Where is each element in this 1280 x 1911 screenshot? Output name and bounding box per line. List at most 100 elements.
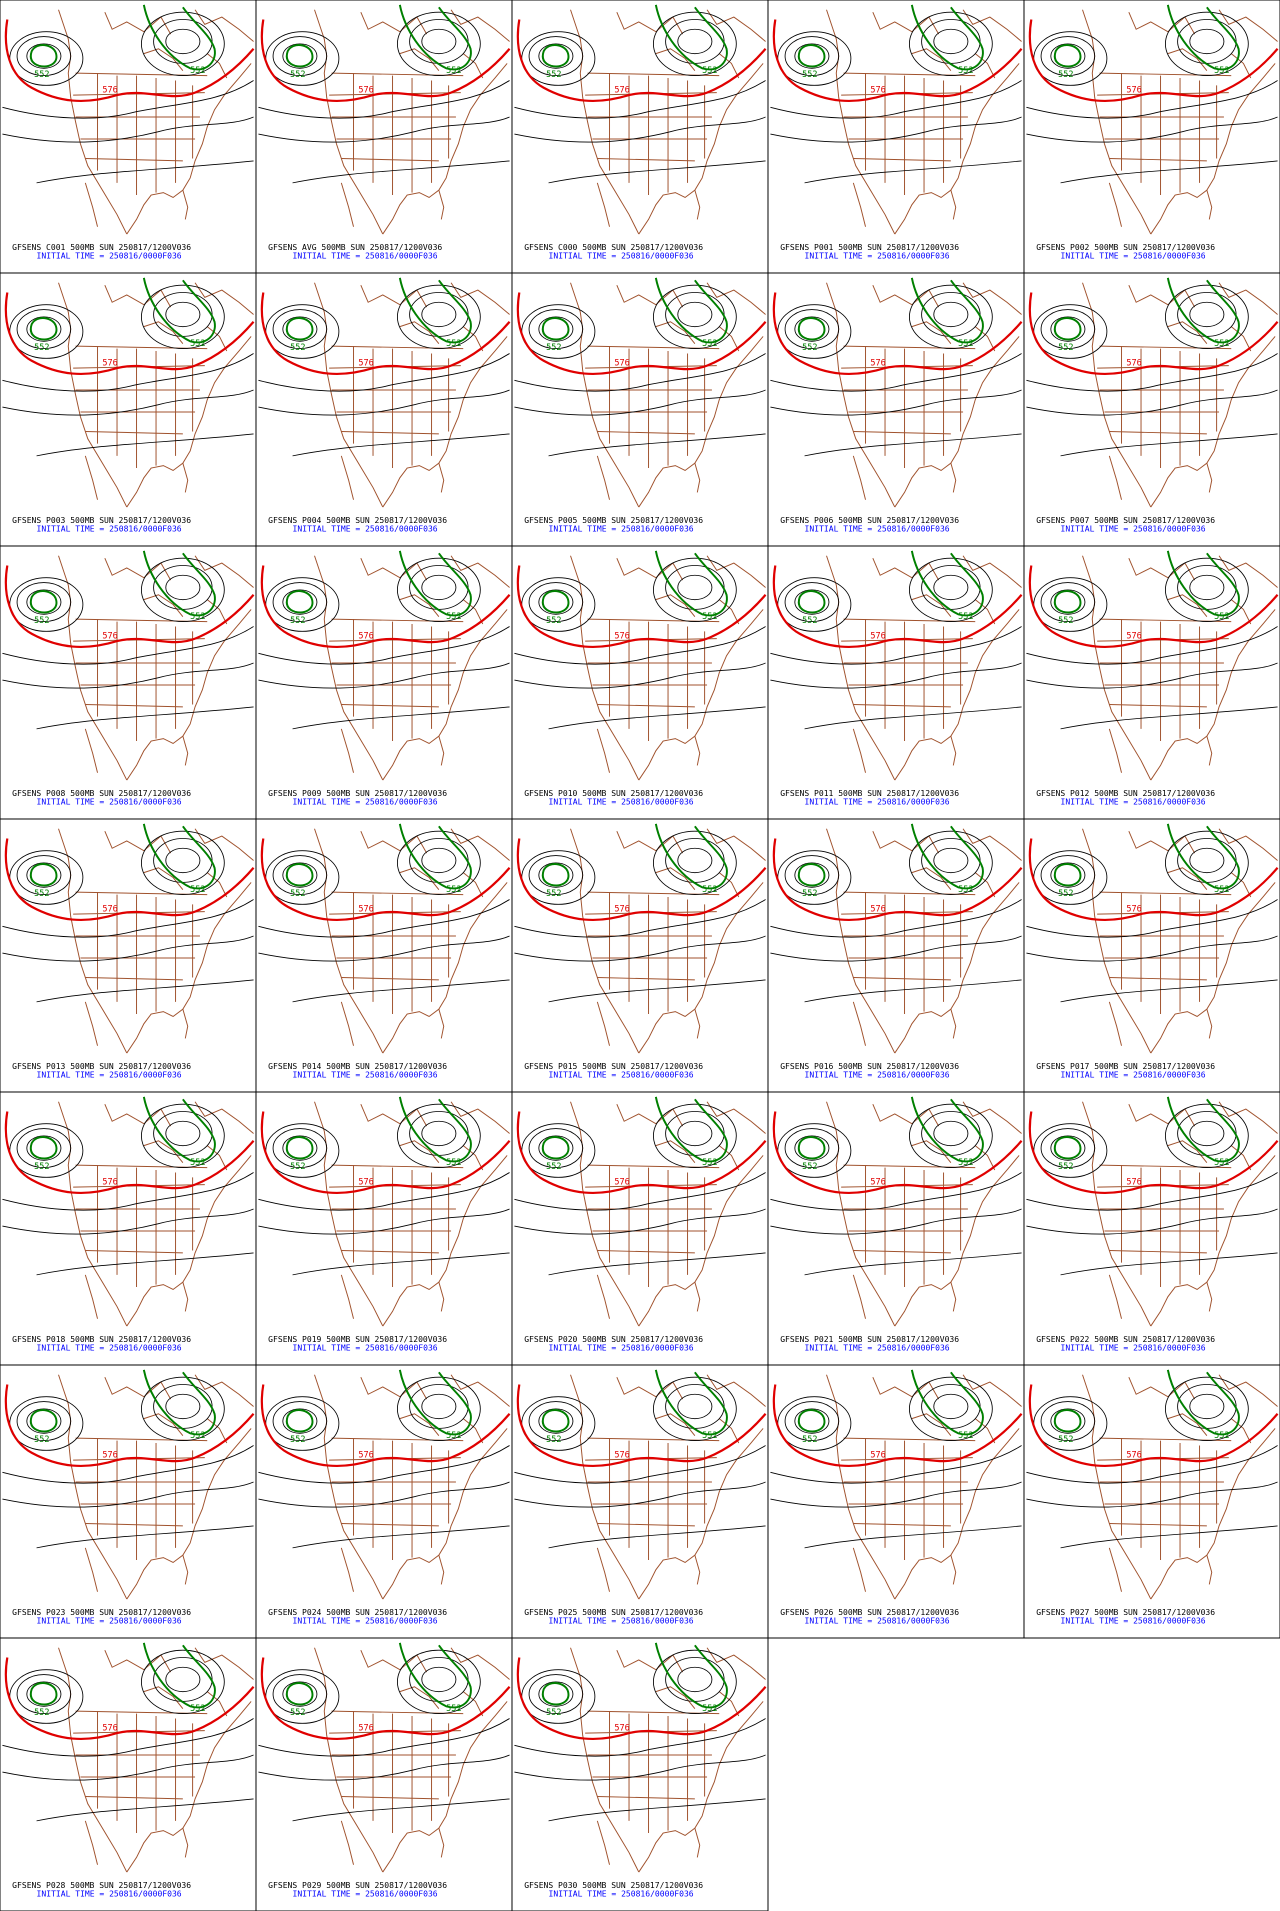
contour-label: 552 [446, 612, 461, 622]
map-panel: 552 552 576 GFSENS P012 500MB SUN 250817/12… [1023, 545, 1280, 820]
panel-title: GFSENS P002 500MB SUN 250817/1200V036 [1036, 243, 1215, 252]
contour-label: 552 [290, 1708, 305, 1718]
panel-title: GFSENS P017 500MB SUN 250817/1200V036 [1036, 1062, 1215, 1071]
panel-title: GFSENS P005 500MB SUN 250817/1200V036 [524, 516, 703, 525]
contour-label: 552 [446, 66, 461, 76]
panel-title: GFSENS P024 500MB SUN 250817/1200V036 [268, 1608, 447, 1617]
initial-time: INITIAL TIME = 250816/0000F036 [37, 1889, 182, 1898]
panel-title: GFSENS P021 500MB SUN 250817/1200V036 [780, 1335, 959, 1344]
initial-time: INITIAL TIME = 250816/0000F036 [1061, 251, 1206, 260]
contour-label: 552 [702, 612, 717, 622]
contour-label: 576 [358, 1178, 373, 1188]
initial-time: INITIAL TIME = 250816/0000F036 [805, 797, 950, 806]
contour-label: 576 [614, 86, 629, 96]
contour-label: 576 [614, 359, 629, 369]
initial-time: INITIAL TIME = 250816/0000F036 [293, 1343, 438, 1352]
contour-label: 576 [358, 1451, 373, 1461]
contour-label: 576 [102, 905, 117, 915]
contour-label: 552 [1214, 66, 1229, 76]
contour-label: 552 [702, 1431, 717, 1441]
panel-title: GFSENS P016 500MB SUN 250817/1200V036 [780, 1062, 959, 1071]
panel-title: GFSENS P010 500MB SUN 250817/1200V036 [524, 789, 703, 798]
contour-label: 552 [958, 1431, 973, 1441]
initial-time: INITIAL TIME = 250816/0000F036 [1061, 1070, 1206, 1079]
contour-label: 552 [546, 343, 561, 353]
map-panel: 552 552 576 GFSENS P015 500MB SUN 250817/12… [511, 818, 769, 1093]
map-panel: 552 552 576 GFSENS P029 500MB SUN 250817/12… [255, 1637, 513, 1911]
initial-time: INITIAL TIME = 250816/0000F036 [805, 1070, 950, 1079]
panel-title: GFSENS P027 500MB SUN 250817/1200V036 [1036, 1608, 1215, 1617]
contour-label: 552 [446, 1704, 461, 1714]
contour-label: 552 [958, 66, 973, 76]
contour-label: 552 [290, 1162, 305, 1172]
panel-title: GFSENS P022 500MB SUN 250817/1200V036 [1036, 1335, 1215, 1344]
initial-time: INITIAL TIME = 250816/0000F036 [805, 524, 950, 533]
contour-label: 576 [1126, 86, 1141, 96]
map-panel: 552 552 576 GFSENS P009 500MB SUN 250817/12… [255, 545, 513, 820]
initial-time: INITIAL TIME = 250816/0000F036 [1061, 524, 1206, 533]
contour-label: 552 [1058, 1435, 1073, 1445]
map-panel: 552 552 576 GFSENS P006 500MB SUN 250817/12… [767, 272, 1025, 547]
map-panel: 552 552 576 GFSENS C000 500MB SUN 250817/12… [511, 0, 769, 274]
contour-label: 552 [702, 66, 717, 76]
contour-label: 552 [802, 70, 817, 80]
contour-label: 576 [614, 1178, 629, 1188]
contour-label: 576 [870, 632, 885, 642]
panel-title: GFSENS P026 500MB SUN 250817/1200V036 [780, 1608, 959, 1617]
contour-label: 576 [358, 1724, 373, 1734]
initial-time: INITIAL TIME = 250816/0000F036 [549, 1070, 694, 1079]
panel-title: GFSENS P011 500MB SUN 250817/1200V036 [780, 789, 959, 798]
initial-time: INITIAL TIME = 250816/0000F036 [805, 1343, 950, 1352]
contour-label: 552 [702, 339, 717, 349]
contour-label: 552 [1058, 889, 1073, 899]
map-panel: 552 552 576 GFSENS P021 500MB SUN 250817/12… [767, 1091, 1025, 1366]
map-panel: 552 552 576 GFSENS C001 500MB SUN 250817/12… [0, 0, 257, 274]
initial-time: INITIAL TIME = 250816/0000F036 [293, 1889, 438, 1898]
contour-label: 552 [1058, 70, 1073, 80]
initial-time: INITIAL TIME = 250816/0000F036 [37, 1070, 182, 1079]
contour-label: 576 [102, 1451, 117, 1461]
contour-label: 552 [1058, 1162, 1073, 1172]
contour-label: 552 [546, 889, 561, 899]
map-panel: 552 552 576 GFSENS P028 500MB SUN 250817/12… [0, 1637, 257, 1911]
contour-label: 576 [358, 86, 373, 96]
contour-label: 576 [102, 632, 117, 642]
contour-label: 552 [290, 889, 305, 899]
contour-label: 552 [1214, 1431, 1229, 1441]
panel-title: GFSENS C000 500MB SUN 250817/1200V036 [524, 243, 703, 252]
contour-label: 552 [958, 885, 973, 895]
contour-label: 552 [190, 885, 205, 895]
panel-title: GFSENS P015 500MB SUN 250817/1200V036 [524, 1062, 703, 1071]
panel-title: GFSENS P008 500MB SUN 250817/1200V036 [12, 789, 191, 798]
contour-label: 576 [1126, 359, 1141, 369]
contour-label: 552 [190, 1158, 205, 1168]
contour-label: 552 [802, 889, 817, 899]
contour-label: 576 [870, 1451, 885, 1461]
initial-time: INITIAL TIME = 250816/0000F036 [37, 251, 182, 260]
map-panel: 552 552 576 GFSENS P005 500MB SUN 250817/12… [511, 272, 769, 547]
contour-label: 552 [34, 1708, 49, 1718]
initial-time: INITIAL TIME = 250816/0000F036 [549, 1616, 694, 1625]
panel-title: GFSENS C001 500MB SUN 250817/1200V036 [12, 243, 191, 252]
contour-label: 552 [546, 616, 561, 626]
panel-title: GFSENS P001 500MB SUN 250817/1200V036 [780, 243, 959, 252]
contour-label: 552 [446, 1431, 461, 1441]
contour-label: 552 [802, 1162, 817, 1172]
panel-title: GFSENS P007 500MB SUN 250817/1200V036 [1036, 516, 1215, 525]
map-panel: 552 552 576 GFSENS P010 500MB SUN 250817/12… [511, 545, 769, 820]
contour-label: 576 [614, 905, 629, 915]
contour-label: 576 [102, 1178, 117, 1188]
initial-time: INITIAL TIME = 250816/0000F036 [549, 797, 694, 806]
contour-label: 576 [358, 359, 373, 369]
map-panel: 552 552 576 GFSENS P013 500MB SUN 250817/12… [0, 818, 257, 1093]
initial-time: INITIAL TIME = 250816/0000F036 [805, 1616, 950, 1625]
map-panel: 552 552 576 GFSENS P027 500MB SUN 250817/12… [1023, 1364, 1280, 1639]
initial-time: INITIAL TIME = 250816/0000F036 [37, 797, 182, 806]
initial-time: INITIAL TIME = 250816/0000F036 [37, 524, 182, 533]
map-panel: 552 552 576 GFSENS P026 500MB SUN 250817/12… [767, 1364, 1025, 1639]
contour-label: 552 [802, 343, 817, 353]
contour-label: 552 [190, 1704, 205, 1714]
map-panel: 552 552 576 GFSENS P020 500MB SUN 250817/12… [511, 1091, 769, 1366]
contour-label: 552 [802, 1435, 817, 1445]
